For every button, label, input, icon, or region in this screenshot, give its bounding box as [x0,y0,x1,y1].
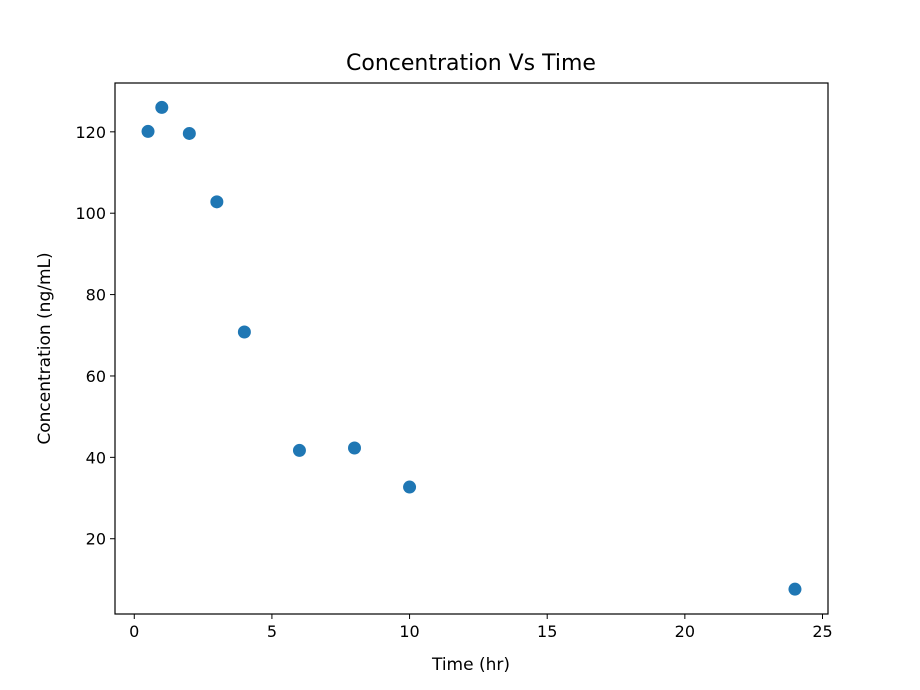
plot-area: 0 5 10 15 20 25 20 40 60 80 100 120 [75,82,833,641]
y-tick-label: 100 [75,204,106,223]
x-tick-label: 10 [399,622,419,641]
data-point [403,480,417,494]
data-point [182,126,196,140]
y-tick-label: 20 [86,530,106,549]
x-tick-label: 20 [675,622,695,641]
data-point [788,582,802,596]
data-point [292,443,306,457]
plot-frame [114,82,829,615]
y-tick-label: 60 [86,367,106,386]
y-axis-label: Concentration (ng/mL) [35,252,55,444]
data-point [210,195,224,209]
y-tick-label: 40 [86,448,106,467]
x-axis-ticks: 0 5 10 15 20 25 [129,614,833,641]
x-tick-label: 0 [129,622,139,641]
data-point [237,325,251,339]
x-tick-label: 15 [537,622,557,641]
y-tick-label: 120 [75,123,106,142]
x-tick-label: 5 [267,622,277,641]
x-axis-label: Time (hr) [431,655,510,675]
data-point [155,100,169,114]
data-points [141,100,802,596]
data-point [348,441,362,455]
x-tick-label: 25 [812,622,832,641]
data-point [141,124,155,138]
y-axis-ticks: 20 40 60 80 100 120 [75,123,115,549]
chart-title: Concentration Vs Time [346,51,596,76]
y-tick-label: 80 [86,286,106,305]
